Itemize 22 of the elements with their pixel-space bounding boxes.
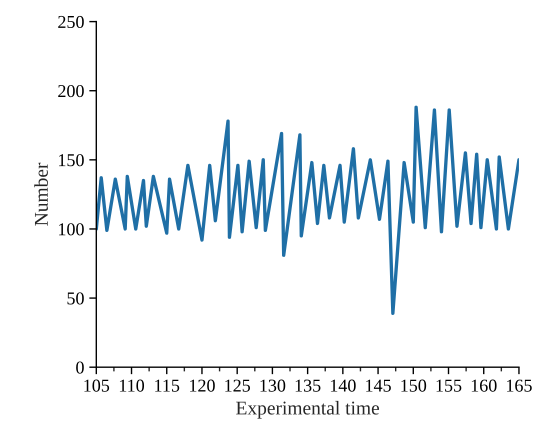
x-tick-label: 115 — [155, 380, 180, 392]
x-tick-label: 105 — [84, 380, 110, 392]
y-tick-label: 50 — [67, 292, 84, 305]
x-tick-label: 110 — [120, 380, 144, 392]
x-tick-label: 135 — [296, 380, 320, 392]
x-tick-label: 145 — [366, 380, 391, 392]
x-tick-label: 130 — [260, 380, 286, 392]
y-tick-label: 0 — [76, 361, 84, 374]
x-tick-label: 140 — [330, 380, 356, 392]
y-axis-title: Number — [34, 162, 48, 226]
line-series — [96, 106, 519, 315]
x-tick-label: 125 — [225, 380, 250, 392]
y-tick-label: 250 — [58, 16, 84, 28]
x-axis-title: Experimental time — [236, 400, 380, 419]
y-tick-label: 150 — [59, 154, 84, 166]
x-tick-label: 120 — [190, 380, 215, 392]
y-tick-label: 200 — [58, 84, 84, 98]
x-tick-label: 160 — [472, 380, 497, 392]
y-tick-label: 100 — [59, 223, 84, 236]
x-tick-label: 150 — [401, 380, 426, 392]
x-tick-label: 165 — [506, 380, 532, 392]
x-tick-label: 155 — [436, 380, 462, 392]
